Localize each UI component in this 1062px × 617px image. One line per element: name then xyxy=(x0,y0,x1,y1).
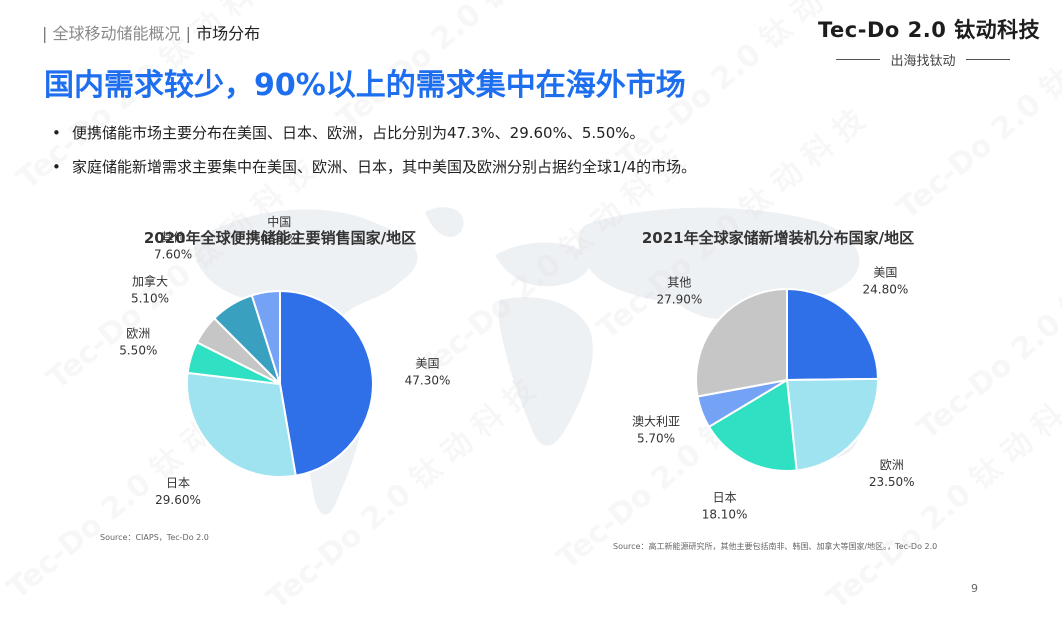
slice-label-1-4: 其他 xyxy=(667,275,691,289)
slice-label-0-4: 其他 xyxy=(161,231,185,245)
source-note-portable: Source：CIAPS，Tec-Do 2.0 xyxy=(100,533,209,542)
chart-title-home: 2021年全球家储新增装机分布国家/地区 xyxy=(641,229,915,247)
slice-label-0-2: 欧洲 xyxy=(126,326,150,340)
bullet-dot-icon: • xyxy=(52,158,61,176)
slice-label-1-0: 美国 xyxy=(873,265,897,279)
slice-label-0-1: 日本 xyxy=(166,476,190,490)
slice-value-0-1: 29.60% xyxy=(155,493,201,507)
pie-slice-1-1 xyxy=(785,377,879,472)
slice-label-1-2: 日本 xyxy=(713,490,737,504)
page-number: 9 xyxy=(971,582,978,595)
source-note-home: Source：高工新能源研究所，其他主要包括南非、韩国、加拿大等国家/地区。，T… xyxy=(613,542,938,551)
bullet-text: 便携储能市场主要分布在美国、日本、欧洲，占比分别为47.3%、29.60%、5.… xyxy=(72,124,645,142)
divider xyxy=(965,59,1010,60)
slice-value-1-2: 18.10% xyxy=(702,507,748,521)
slice-value-1-3: 5.70% xyxy=(637,432,675,446)
breadcrumb-current: 市场分布 xyxy=(196,24,261,43)
bullet-text: 家庭储能新增需求主要集中在美国、欧洲、日本，其中美国及欧洲分别占据约全球1/4的… xyxy=(72,158,697,176)
divider xyxy=(836,59,881,60)
breadcrumb: | 全球移动储能概况 | 市场分布 xyxy=(42,24,261,43)
bullet-item: • 家庭储能新增需求主要集中在美国、欧洲、日本，其中美国及欧洲分别占据约全球1/4… xyxy=(52,156,696,190)
logo-tagline-row: 出海找钛动 xyxy=(818,50,1028,69)
pie-slice-1-4 xyxy=(695,287,788,398)
slice-value-1-4: 27.90% xyxy=(657,292,703,306)
logo-tagline: 出海找钛动 xyxy=(890,54,956,69)
pie-slice-0-0 xyxy=(279,289,374,477)
logo-text: Tec-Do 2.0 钛动科技 xyxy=(818,18,1041,42)
pie-slice-0-5 xyxy=(250,289,281,385)
slice-value-0-0: 47.30% xyxy=(405,374,451,388)
bullet-dot-icon: • xyxy=(52,124,61,142)
slice-label-0-3: 加拿大 xyxy=(132,273,168,288)
brand-logo: Tec-Do 2.0 钛动科技 出海找钛动 xyxy=(818,14,1041,69)
slice-value-0-3: 5.10% xyxy=(131,291,169,305)
slice-label-0-5: 中国 xyxy=(267,214,291,229)
slice-value-0-2: 5.50% xyxy=(119,343,157,357)
pie-slice-0-1 xyxy=(186,371,297,478)
bullet-list: • 便携储能市场主要分布在美国、日本、欧洲，占比分别为47.3%、29.60%、5… xyxy=(52,122,696,190)
slice-value-1-1: 23.50% xyxy=(869,475,915,489)
page-title: 国内需求较少，90%以上的需求集中在海外市场 xyxy=(44,68,686,103)
slice-label-1-3: 澳大利亚 xyxy=(632,415,680,429)
pie-slice-1-2 xyxy=(707,378,798,472)
slice-value-0-5: 4.90% xyxy=(260,232,298,246)
slice-label-0-0: 美国 xyxy=(415,357,439,371)
slice-value-0-4: 7.60% xyxy=(154,248,192,262)
breadcrumb-section: 全球移动储能概况 xyxy=(52,24,181,43)
pie-slice-1-0 xyxy=(786,287,880,382)
chart-title-portable: 2020年全球便携储能主要销售国家/地区 xyxy=(143,229,417,247)
slice-label-1-1: 欧洲 xyxy=(880,458,904,472)
bullet-item: • 便携储能市场主要分布在美国、日本、欧洲，占比分别为47.3%、29.60%、5… xyxy=(52,122,696,156)
slice-value-1-0: 24.80% xyxy=(863,282,909,296)
